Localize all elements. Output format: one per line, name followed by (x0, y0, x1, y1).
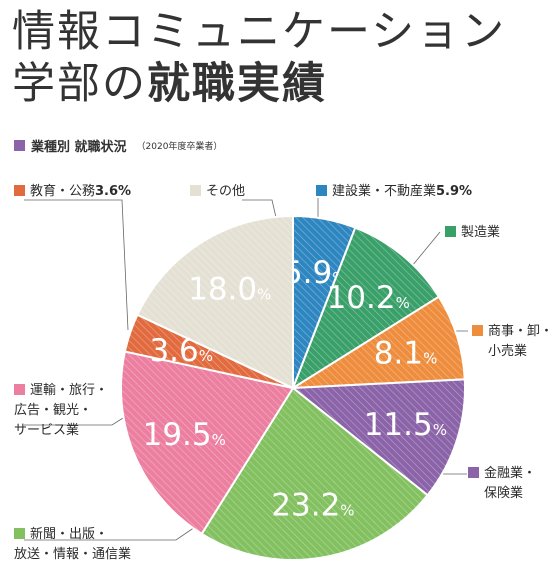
legend-trade-line1: 商事・卸・ (488, 324, 554, 339)
pie-slice-6 (120, 350, 295, 536)
chart-subtitle: 業種別 就職状況 （2020年度卒業者） (14, 136, 222, 155)
legend-manufacturing-name: 製造業 (461, 225, 501, 240)
legend-trade-line2: 小売業 (488, 344, 528, 359)
legend-education-pct: 3.6% (95, 184, 132, 199)
title-line-2-bold: 就職実績 (147, 59, 327, 109)
subtitle-square-icon (14, 140, 25, 151)
legend-education-name: 教育・公務 (30, 184, 96, 199)
slice-value-label: 23.2% (271, 487, 354, 523)
slice-value-label: 10.2% (327, 280, 410, 316)
legend-service-line1: 運輸・旅行・ (30, 383, 109, 398)
leader-line (24, 199, 129, 331)
construction-swatch (316, 185, 327, 196)
finance-swatch (468, 467, 479, 478)
page-title: 情報コミュニケーション 学部の就職実績 (12, 6, 506, 110)
legend-construction: 建設業・不動産業5.9% (316, 182, 472, 202)
service-swatch (14, 384, 25, 395)
legend-other: その他 (190, 182, 245, 202)
legend-trade: 商事・卸・ 小売業 (472, 322, 553, 362)
legend-education: 教育・公務3.6% (14, 182, 131, 202)
title-line-2-light: 学部の (12, 59, 147, 109)
pie-slice-4 (290, 378, 466, 497)
subtitle-text: 業種別 就職状況 (31, 140, 127, 155)
legend-other-name: その他 (206, 184, 246, 199)
subtitle-note: （2020年度卒業者） (136, 142, 223, 152)
pie-slice-5 (200, 386, 429, 561)
education-swatch (14, 185, 25, 196)
legend-finance-line2: 保険業 (484, 486, 524, 501)
title-line-1: 情報コミュニケーション (12, 7, 507, 57)
legend-construction-pct: 5.9% (436, 184, 473, 199)
legend-service-line3: サービス業 (14, 423, 80, 438)
legend-service-line2: 広告・観光・ (14, 403, 93, 418)
legend-finance: 金融業・ 保険業 (468, 464, 536, 504)
leader-line (24, 417, 124, 426)
other-swatch (190, 185, 201, 196)
legend-media-line2: 放送・情報・通信業 (14, 547, 132, 562)
legend-media: 新聞・出版・ 放送・情報・通信業 (14, 525, 131, 565)
slice-value-label: 18.0% (188, 271, 271, 307)
slice-value-label: 19.5% (143, 417, 226, 453)
legend-media-line1: 新聞・出版・ (30, 527, 109, 542)
slice-value-label: 11.5% (364, 407, 447, 443)
legend-finance-line1: 金融業・ (484, 466, 537, 481)
legend-manufacturing: 製造業 (445, 223, 500, 243)
pie-slice-8 (136, 214, 294, 390)
legend-service: 運輸・旅行・ 広告・観光・ サービス業 (14, 381, 108, 441)
media-swatch (14, 528, 25, 539)
title-line-2: 学部の就職実績 (12, 58, 506, 110)
trade-swatch (472, 325, 483, 336)
pie-slice-3 (289, 295, 466, 390)
slice-value-label: 8.1% (374, 336, 438, 372)
manufacturing-swatch (445, 226, 456, 237)
leader-line (24, 526, 196, 541)
pie-slice-2 (290, 226, 441, 391)
legend-construction-name: 建設業・不動産業 (332, 184, 437, 199)
